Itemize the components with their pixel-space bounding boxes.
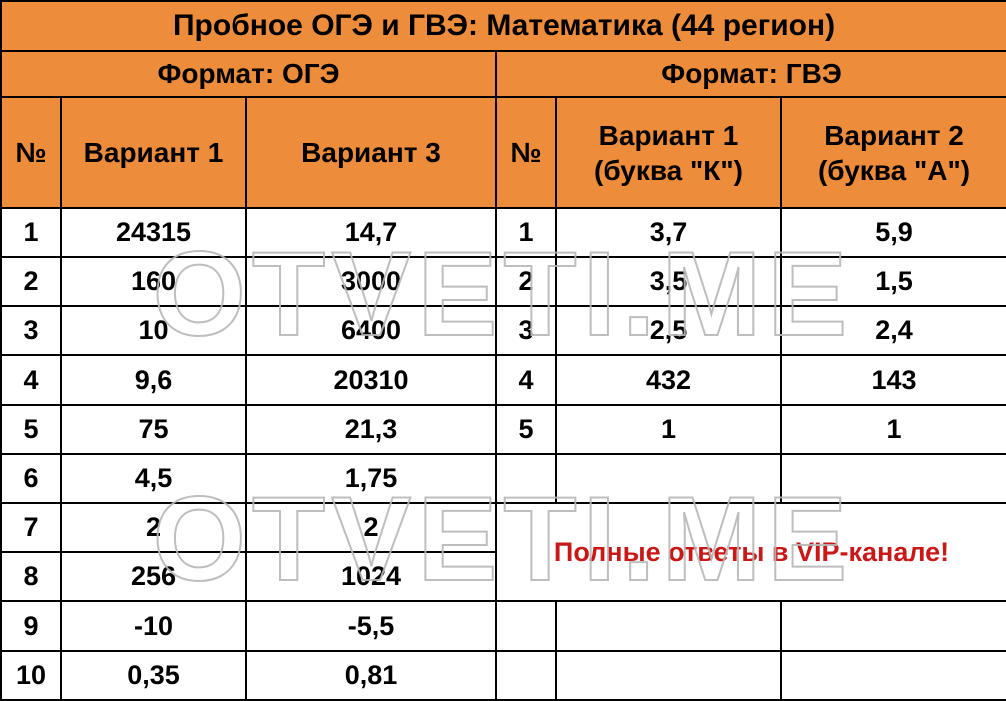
gve-v1: 1 — [556, 405, 781, 454]
table-row: 5 75 21,3 5 1 1 — [1, 405, 1006, 454]
oge-v1: 4,5 — [61, 454, 246, 503]
oge-v1: -10 — [61, 601, 246, 650]
col-gve-v1: Вариант 1 (буква "К") — [556, 97, 781, 207]
table-row: 7 2 2 Полные ответы в VIP-канале! — [1, 503, 1006, 552]
table-row: 3 10 6400 3 2,5 2,4 — [1, 306, 1006, 355]
empty-cell — [496, 651, 556, 700]
gve-v2: 143 — [781, 355, 1006, 404]
oge-v3: 21,3 — [246, 405, 496, 454]
oge-v3: 0,81 — [246, 651, 496, 700]
oge-num: 9 — [1, 601, 61, 650]
oge-v3: 14,7 — [246, 208, 496, 257]
table-row: 4 9,6 20310 4 432 143 — [1, 355, 1006, 404]
gve-num: 5 — [496, 405, 556, 454]
col-gve-v2: Вариант 2 (буква "А") — [781, 97, 1006, 207]
oge-v3: 3000 — [246, 257, 496, 306]
gve-v1: 3,5 — [556, 257, 781, 306]
col-oge-v3: Вариант 3 — [246, 97, 496, 207]
oge-v3: 6400 — [246, 306, 496, 355]
oge-v1: 9,6 — [61, 355, 246, 404]
oge-v3: 2 — [246, 503, 496, 552]
gve-num: 4 — [496, 355, 556, 404]
col-gve-v2-line1: Вариант 2 — [824, 120, 964, 151]
empty-cell — [781, 651, 1006, 700]
empty-cell — [781, 454, 1006, 503]
gve-v2: 5,9 — [781, 208, 1006, 257]
oge-num: 2 — [1, 257, 61, 306]
oge-num: 7 — [1, 503, 61, 552]
empty-cell — [781, 601, 1006, 650]
oge-num: 4 — [1, 355, 61, 404]
format-oge: Формат: ОГЭ — [1, 51, 496, 97]
oge-num: 1 — [1, 208, 61, 257]
table-row: 2 160 3000 2 3,5 1,5 — [1, 257, 1006, 306]
answers-table: Пробное ОГЭ и ГВЭ: Математика (44 регион… — [0, 0, 1006, 701]
oge-num: 10 — [1, 651, 61, 700]
oge-num: 8 — [1, 552, 61, 601]
oge-v3: -5,5 — [246, 601, 496, 650]
col-gve-v1-line2: (буква "К") — [594, 155, 743, 186]
format-gve: Формат: ГВЭ — [496, 51, 1006, 97]
oge-num: 5 — [1, 405, 61, 454]
empty-cell — [556, 651, 781, 700]
oge-v1: 75 — [61, 405, 246, 454]
gve-num: 2 — [496, 257, 556, 306]
oge-v1: 24315 — [61, 208, 246, 257]
col-gve-v2-line2: (буква "А") — [818, 155, 970, 186]
oge-v3: 1024 — [246, 552, 496, 601]
table-row: 9 -10 -5,5 — [1, 601, 1006, 650]
oge-v1: 0,35 — [61, 651, 246, 700]
gve-num: 3 — [496, 306, 556, 355]
oge-v1: 256 — [61, 552, 246, 601]
empty-cell — [556, 601, 781, 650]
oge-v1: 2 — [61, 503, 246, 552]
page-title: Пробное ОГЭ и ГВЭ: Математика (44 регион… — [1, 1, 1006, 51]
oge-v1: 160 — [61, 257, 246, 306]
col-num-gve: № — [496, 97, 556, 207]
gve-v2: 1,5 — [781, 257, 1006, 306]
oge-v1: 10 — [61, 306, 246, 355]
gve-num: 1 — [496, 208, 556, 257]
page: Пробное ОГЭ и ГВЭ: Математика (44 регион… — [0, 0, 1006, 701]
table-row: 1 24315 14,7 1 3,7 5,9 — [1, 208, 1006, 257]
oge-num: 6 — [1, 454, 61, 503]
col-gve-v1-line1: Вариант 1 — [599, 120, 739, 151]
gve-v2: 1 — [781, 405, 1006, 454]
oge-num: 3 — [1, 306, 61, 355]
gve-v1: 3,7 — [556, 208, 781, 257]
gve-v2: 2,4 — [781, 306, 1006, 355]
gve-v1: 2,5 — [556, 306, 781, 355]
gve-v1: 432 — [556, 355, 781, 404]
col-oge-v1: Вариант 1 — [61, 97, 246, 207]
empty-cell — [496, 454, 556, 503]
table-row: 10 0,35 0,81 — [1, 651, 1006, 700]
oge-v3: 1,75 — [246, 454, 496, 503]
oge-v3: 20310 — [246, 355, 496, 404]
col-num-oge: № — [1, 97, 61, 207]
empty-cell — [556, 454, 781, 503]
table-row: 6 4,5 1,75 — [1, 454, 1006, 503]
empty-cell — [496, 601, 556, 650]
vip-message: Полные ответы в VIP-канале! — [496, 503, 1006, 601]
